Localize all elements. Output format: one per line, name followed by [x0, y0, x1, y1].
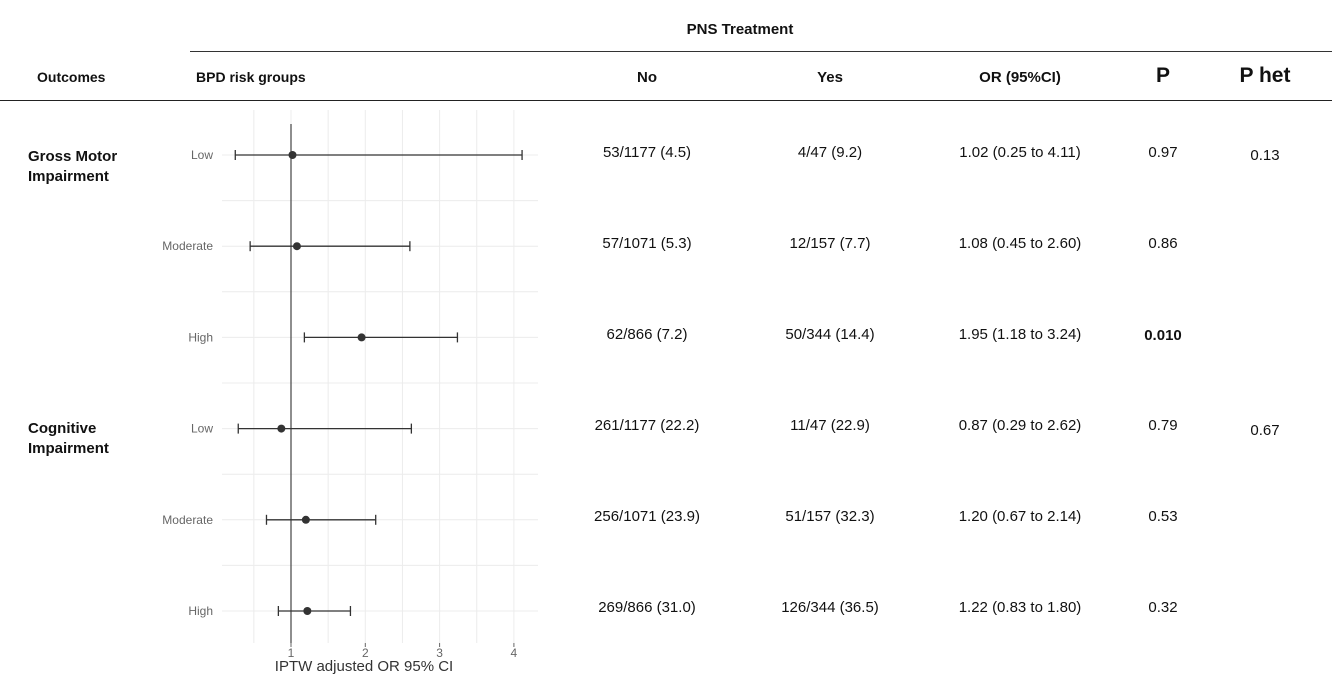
count-no-cell: 57/1071 (5.3): [602, 235, 692, 252]
outcomes-header: Outcomes: [37, 69, 106, 85]
p-value-cell: 0.97: [1148, 144, 1178, 161]
count-no-cell: 269/866 (31.0): [598, 599, 696, 616]
risk-group-label: Low: [191, 148, 213, 162]
count-no-cell: 62/866 (7.2): [606, 326, 688, 343]
x-tick-label: 4: [511, 646, 518, 660]
no-header: No: [637, 69, 657, 86]
p-value-cell: 0.79: [1148, 417, 1178, 434]
or-ci-cell: 0.87 (0.29 to 2.62): [958, 417, 1082, 434]
point-estimate: [303, 607, 312, 615]
p-value-cell: 0.53: [1148, 508, 1178, 525]
risk-groups-header: BPD risk groups: [196, 69, 306, 85]
p-het-cell: 0.67: [1250, 422, 1280, 439]
pns-treatment-title: PNS Treatment: [686, 21, 794, 38]
count-yes-cell: 126/344 (36.5): [781, 599, 879, 616]
p-value-cell: 0.32: [1148, 599, 1178, 616]
p-het-header: P het: [1239, 64, 1291, 87]
outcome-label-line: Impairment: [28, 440, 109, 457]
forest-plot: Low Moderate High Low Moderate High 1 2 3 4 IPTW a…: [162, 110, 538, 675]
x-tick-label: 1: [288, 646, 295, 660]
outcome-label-gross-motor: Gross Motor Impairment: [28, 147, 117, 187]
p-value-cell: 0.010: [1144, 327, 1182, 344]
risk-group-label: Moderate: [162, 513, 213, 527]
risk-group-label: High: [188, 604, 213, 618]
p-header: P: [1155, 64, 1170, 87]
count-yes-cell: 51/157 (32.3): [785, 508, 875, 525]
count-no-cell: 261/1177 (22.2): [594, 417, 700, 434]
risk-group-label: Low: [191, 422, 213, 436]
count-no-cell: 53/1177 (4.5): [602, 144, 692, 161]
risk-group-label: High: [188, 330, 213, 344]
outcome-label-line: Impairment: [28, 168, 109, 185]
point-estimate: [357, 333, 366, 342]
count-no-cell: 256/1071 (23.9): [594, 508, 700, 525]
header-bottom-rule: [0, 100, 1332, 101]
or-ci-cell: 1.02 (0.25 to 4.11): [959, 144, 1081, 161]
or-ci-cell: 1.95 (1.18 to 3.24): [958, 326, 1082, 343]
p-het-cell: 0.13: [1250, 147, 1280, 164]
count-yes-cell: 50/344 (14.4): [785, 326, 875, 343]
point-estimate: [292, 242, 301, 251]
outcome-label-line: Cognitive: [28, 420, 97, 437]
count-yes-cell: 11/47 (22.9): [790, 417, 870, 434]
x-tick-label: 2: [362, 646, 369, 660]
group-header-rule: [190, 51, 1332, 52]
x-axis-label: IPTW adjusted OR 95% CI: [275, 658, 453, 675]
or-ci-header: OR (95%CI): [979, 69, 1061, 86]
x-tick-label: 3: [436, 646, 443, 660]
point-estimate: [288, 151, 297, 159]
outcome-label-cognitive: Cognitive Impairment: [28, 419, 109, 459]
outcome-label-line: Gross Motor: [28, 148, 118, 165]
p-value-cell: 0.86: [1148, 235, 1178, 252]
or-ci-cell: 1.22 (0.83 to 1.80): [958, 599, 1082, 616]
point-estimate: [277, 424, 286, 433]
or-ci-cell: 1.08 (0.45 to 2.60): [958, 235, 1082, 252]
point-estimate: [301, 515, 310, 524]
count-yes-cell: 4/47 (9.2): [797, 144, 863, 161]
or-ci-cell: 1.20 (0.67 to 2.14): [958, 508, 1082, 525]
yes-header: Yes: [817, 69, 843, 86]
risk-group-label: Moderate: [162, 239, 213, 253]
count-yes-cell: 12/157 (7.7): [789, 235, 871, 252]
